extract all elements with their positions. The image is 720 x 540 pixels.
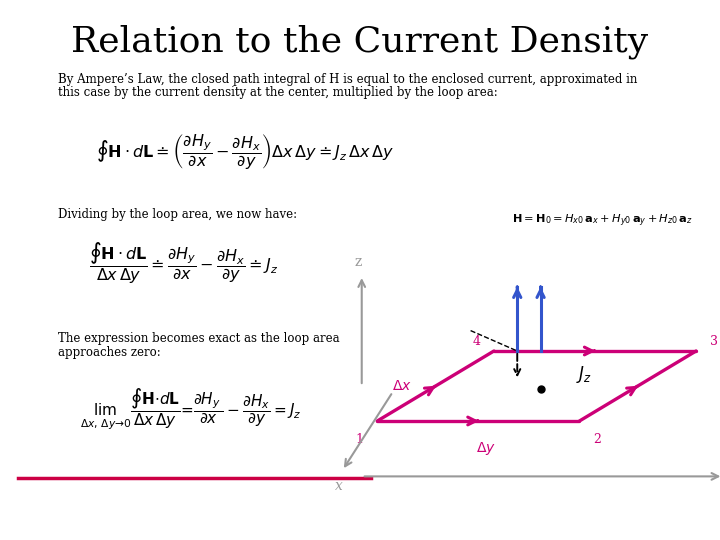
- Text: z: z: [354, 255, 361, 269]
- Text: $\oint \mathbf{H} \cdot d\mathbf{L} \doteq \left(\dfrac{\partial H_y}{\partial x: $\oint \mathbf{H} \cdot d\mathbf{L} \dot…: [96, 132, 394, 172]
- Text: approaches zero:: approaches zero:: [58, 346, 161, 359]
- Text: The expression becomes exact as the loop area: The expression becomes exact as the loop…: [58, 332, 339, 345]
- Text: Dividing by the loop area, we now have:: Dividing by the loop area, we now have:: [58, 208, 297, 221]
- Text: $\lim_{\Delta x,\,\Delta y \to 0}\dfrac{\oint \mathbf{H} \cdot d\mathbf{L}}{\Del: $\lim_{\Delta x,\,\Delta y \to 0}\dfrac{…: [80, 386, 302, 431]
- Text: $\mathbf{H} = \mathbf{H}_0 = H_{x0}\,\mathbf{a}_x+ H_{y0}\,\mathbf{a}_y + H_{z0}: $\mathbf{H} = \mathbf{H}_0 = H_{x0}\,\ma…: [513, 212, 693, 229]
- Text: $\Delta y$: $\Delta y$: [476, 440, 496, 457]
- Text: $\dfrac{\oint \mathbf{H} \cdot d\mathbf{L}}{\Delta x \,\Delta y}\doteq \dfrac{\p: $\dfrac{\oint \mathbf{H} \cdot d\mathbf{…: [89, 240, 278, 286]
- Text: 3: 3: [710, 335, 718, 348]
- Text: x: x: [335, 480, 342, 494]
- Text: 1: 1: [356, 433, 364, 446]
- Text: $J_z$: $J_z$: [575, 364, 592, 385]
- Text: 4: 4: [472, 335, 480, 348]
- Text: this case by the current density at the center, multiplied by the loop area:: this case by the current density at the …: [58, 86, 498, 99]
- Text: Relation to the Current Density: Relation to the Current Density: [71, 24, 649, 59]
- Text: 2: 2: [593, 433, 601, 446]
- Text: $\Delta x$: $\Delta x$: [392, 379, 413, 393]
- Text: By Ampere’s Law, the closed path integral of H is equal to the enclosed current,: By Ampere’s Law, the closed path integra…: [58, 73, 637, 86]
